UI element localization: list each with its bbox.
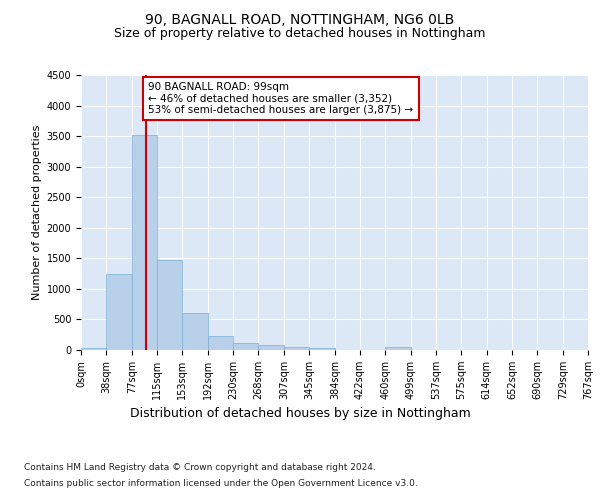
Bar xyxy=(309,348,335,350)
Bar xyxy=(157,260,182,350)
Bar xyxy=(284,347,309,350)
Text: 90 BAGNALL ROAD: 99sqm
← 46% of detached houses are smaller (3,352)
53% of semi-: 90 BAGNALL ROAD: 99sqm ← 46% of detached… xyxy=(148,82,413,115)
Bar xyxy=(208,336,233,350)
Bar xyxy=(132,135,157,350)
Text: Size of property relative to detached houses in Nottingham: Size of property relative to detached ho… xyxy=(114,28,486,40)
Bar xyxy=(182,314,208,350)
Bar xyxy=(258,344,284,350)
Text: Distribution of detached houses by size in Nottingham: Distribution of detached houses by size … xyxy=(130,408,470,420)
Bar xyxy=(385,347,411,350)
Text: Contains HM Land Registry data © Crown copyright and database right 2024.: Contains HM Land Registry data © Crown c… xyxy=(24,462,376,471)
Y-axis label: Number of detached properties: Number of detached properties xyxy=(32,125,43,300)
Text: Contains public sector information licensed under the Open Government Licence v3: Contains public sector information licen… xyxy=(24,479,418,488)
Bar xyxy=(233,342,258,350)
Bar xyxy=(106,274,132,350)
Bar xyxy=(81,348,106,350)
Text: 90, BAGNALL ROAD, NOTTINGHAM, NG6 0LB: 90, BAGNALL ROAD, NOTTINGHAM, NG6 0LB xyxy=(145,12,455,26)
